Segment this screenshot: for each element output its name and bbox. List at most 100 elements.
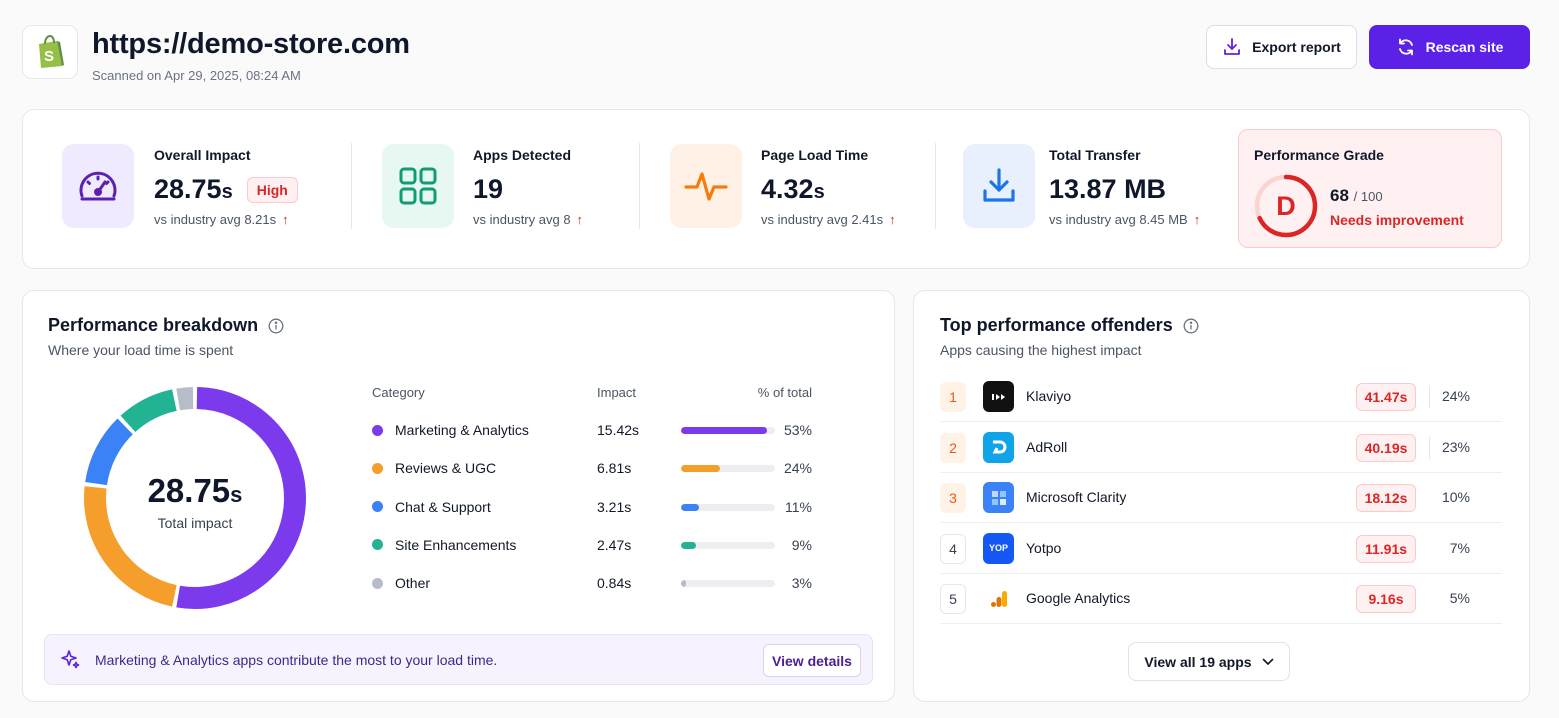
offender-row[interactable]: 5 Google Analytics 9.16s 5% <box>940 574 1502 625</box>
overall-impact-label: Overall Impact <box>154 147 251 163</box>
arrow-up-icon: ↑ <box>576 212 584 227</box>
offender-impact: 18.12s <box>1356 484 1416 513</box>
offender-app-name: Klaviyo <box>1026 388 1072 404</box>
category-share-bar-fill <box>681 427 767 434</box>
offender-rank: 5 <box>940 584 966 615</box>
category-share-bar <box>681 465 775 473</box>
speedometer-icon <box>79 171 117 201</box>
stat-divider <box>351 143 352 229</box>
grade-status: Needs improvement <box>1330 212 1464 228</box>
donut-slice-other[interactable] <box>176 387 194 411</box>
total-transfer-icon-tile <box>963 144 1035 228</box>
category-impact: 15.42s <box>597 422 640 438</box>
info-icon[interactable] <box>1183 318 1199 334</box>
chevron-down-icon <box>1262 658 1273 665</box>
breakdown-category: Marketing & Analytics <box>372 422 529 438</box>
category-impact: 6.81s <box>597 460 632 477</box>
breakdown-subtitle: Where your load time is spent <box>48 342 234 358</box>
klaviyo-logo-icon <box>983 381 1014 412</box>
offender-row[interactable]: 4 YOP Yotpo 11.91s 7% <box>940 524 1502 574</box>
offender-pct: 23% <box>1441 438 1470 455</box>
category-color-dot <box>372 539 383 551</box>
apps-detected-icon-tile <box>382 144 454 228</box>
row-divider <box>940 623 1502 625</box>
offender-row[interactable]: 1 Klaviyo 41.47s 24% <box>940 372 1502 422</box>
page-load-icon-tile <box>670 144 742 228</box>
performance-grade-label: Performance Grade <box>1254 147 1384 163</box>
category-share-bar <box>681 580 775 588</box>
donut-slice-reviews-ugc[interactable] <box>84 486 177 607</box>
stat-divider <box>935 143 936 229</box>
insight-callout: Marketing & Analytics apps contribute th… <box>44 634 873 685</box>
view-details-button[interactable]: View details <box>763 644 861 677</box>
arrow-up-icon: ↑ <box>1193 212 1201 227</box>
category-pct: 53% <box>783 422 812 438</box>
row-divider <box>940 421 1502 422</box>
offender-impact: 41.47s <box>1356 383 1416 411</box>
shopify-bag-icon: S <box>39 35 64 68</box>
offender-app-name: AdRoll <box>1026 438 1068 455</box>
category-pct: 3% <box>791 575 812 592</box>
offender-pct: 24% <box>1441 388 1470 404</box>
refresh-icon <box>1398 38 1413 56</box>
offender-rank: 1 <box>940 382 966 412</box>
category-share-bar-fill <box>681 503 699 511</box>
export-report-label: Export report <box>1252 39 1341 55</box>
category-color-dot <box>372 577 383 589</box>
row-divider <box>940 471 1502 473</box>
donut-slice-chat-support[interactable] <box>85 418 134 486</box>
page-title: https://demo-store.com <box>92 28 410 60</box>
apps-detected-value: 19 <box>473 174 504 204</box>
category-label: Marketing & Analytics <box>395 422 529 438</box>
offender-row[interactable]: 3 Microsoft Clarity 18.12s 10% <box>940 473 1502 524</box>
column-separator <box>1429 386 1430 408</box>
offender-impact: 9.16s <box>1356 585 1416 614</box>
rescan-site-button[interactable]: Rescan site <box>1369 25 1530 69</box>
page-load-label: Page Load Time <box>761 147 869 163</box>
page-load-value: 4.32s <box>761 174 825 204</box>
grade-ring-progress <box>1254 174 1318 238</box>
scan-timestamp: Scanned on Apr 29, 2025, 08:24 AM <box>92 68 301 83</box>
column-separator <box>1429 436 1430 459</box>
category-impact: 3.21s <box>597 498 632 515</box>
category-share-bar <box>681 503 775 511</box>
breakdown-category: Chat & Support <box>372 499 491 515</box>
info-icon[interactable] <box>268 318 284 334</box>
arrow-up-icon: ↑ <box>889 212 896 227</box>
offender-pct: 7% <box>1449 539 1470 556</box>
category-label: Chat & Support <box>395 498 491 515</box>
column-header-pct: % of total <box>757 385 812 400</box>
pulse-icon <box>684 172 728 201</box>
view-all-apps-button[interactable]: View all 19 apps <box>1128 642 1290 681</box>
category-pct: 24% <box>783 460 812 477</box>
download-icon <box>1224 38 1241 55</box>
column-header-category: Category <box>372 385 425 400</box>
breakdown-category: Other <box>372 575 430 591</box>
grade-letter: D <box>1276 191 1296 221</box>
category-share-bar-fill <box>681 465 720 473</box>
clarity-logo-icon <box>983 482 1014 514</box>
performance-grade-card: Performance Grade D 68 / 100 Needs impro… <box>1238 129 1502 248</box>
offender-row[interactable]: 2 AdRoll 40.19s 23% <box>940 423 1502 473</box>
breakdown-title: Performance breakdown <box>48 315 284 336</box>
donut-slice-marketing-analytics[interactable] <box>176 387 306 609</box>
grid-apps-icon <box>399 167 437 205</box>
category-impact: 2.47s <box>597 536 632 553</box>
category-label: Other <box>395 575 431 592</box>
svg-text:S: S <box>44 48 54 65</box>
performance-breakdown-panel <box>22 290 895 702</box>
row-divider <box>940 572 1502 574</box>
site-logo: S <box>22 25 78 79</box>
category-color-dot <box>372 501 383 513</box>
category-impact: 0.84s <box>597 575 632 592</box>
sparkle-icon <box>61 650 80 669</box>
donut-slice-site-enhancements[interactable] <box>120 389 178 433</box>
export-report-button[interactable]: Export report <box>1206 25 1357 69</box>
total-transfer-value: 13.87 MB <box>1049 174 1167 204</box>
offender-rank: 4 <box>940 533 966 564</box>
donut-center-value: 28.75s <box>147 472 243 509</box>
arrow-up-icon: ↑ <box>282 212 289 227</box>
offender-app-name: Yotpo <box>1026 539 1062 556</box>
page-load-comparison: vs industry avg 2.41s ↑ <box>761 212 896 227</box>
category-share-bar <box>681 427 775 434</box>
